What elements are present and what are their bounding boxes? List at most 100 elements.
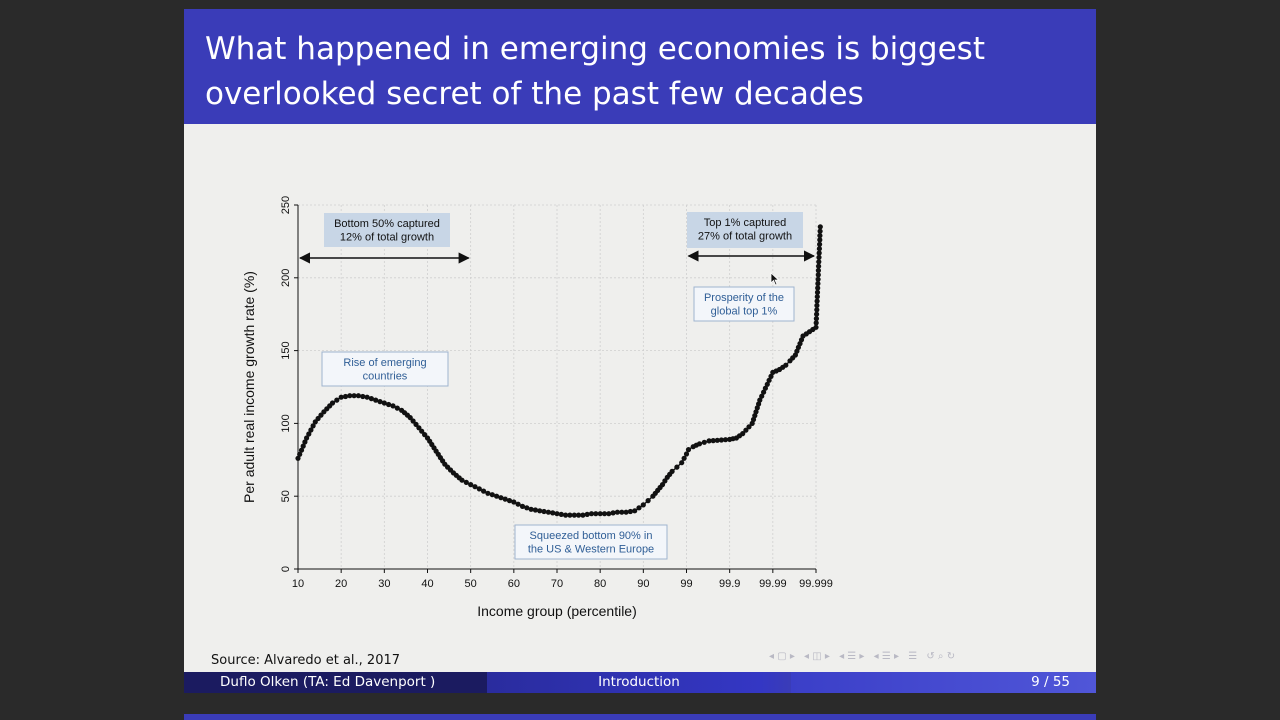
y-tick-label: 200 [280,269,292,287]
data-point [710,438,716,444]
nav-prev-frame-icon[interactable]: ◂ ▢ ▸ [769,651,795,662]
data-point [472,484,478,490]
data-point [814,298,820,304]
nav-search-icon[interactable]: ↺ ⌕ ↻ [926,651,956,662]
data-point [377,399,383,405]
slide-title-line-1: What happened in emerging economies is b… [205,31,985,67]
x-tick-label: 30 [378,578,390,590]
x-tick-label: 50 [465,578,477,590]
x-tick-label: 99.999 [799,578,833,590]
data-point [768,373,774,379]
data-point [685,447,692,453]
data-point [813,324,819,330]
data-point [764,381,770,387]
data-point [519,503,526,509]
nav-section-icon[interactable]: ◂ ☰ ▸ [839,651,865,662]
data-point [815,272,821,278]
data-point [563,512,569,518]
annotation-prosperity-text: Prosperity of the [704,292,784,304]
data-point [669,468,675,474]
annotation-bottom-50-text: 12% of total growth [340,232,434,244]
data-point [632,508,638,514]
annotation-squeezed-box [514,524,668,560]
data-point [550,510,556,516]
data-point [750,416,757,423]
data-point [659,482,666,488]
data-point [297,451,303,457]
data-point [743,427,749,433]
data-point [813,320,819,326]
data-point [817,228,823,234]
data-point [681,455,687,461]
data-point [468,482,474,488]
data-point [528,506,534,512]
data-point [588,511,595,517]
data-point [683,451,690,457]
data-point [355,393,361,399]
data-point [306,431,312,437]
annotation-prosperity-box [693,286,795,322]
data-point [481,488,487,494]
beamer-navigation[interactable]: ◂ ▢ ▸ ◂ ◫ ▸ ◂ ☰ ▸ ◂ ☰ ▸ ☰ ↺ ⌕ ↻ [769,651,1089,665]
data-point [489,492,495,498]
data-point [558,511,564,517]
data-point [511,499,517,505]
annotation-emerging-box [321,351,449,387]
x-tick-label: 90 [637,578,649,590]
data-point [815,267,822,274]
nav-slide-icon[interactable]: ◂ ☰ ▸ [873,651,900,662]
data-point [524,505,530,511]
data-point [584,511,590,517]
data-point [816,254,822,260]
data-point [627,508,633,515]
data-point [701,439,707,445]
nav-align-icon[interactable]: ☰ [908,651,918,662]
x-tick-label: 99.99 [759,578,787,590]
data-point [623,509,629,515]
footer: Duflo Olken (TA: Ed Davenport ) Introduc… [184,672,1096,693]
data-point [390,403,396,409]
footer-left-panel: Duflo Olken (TA: Ed Davenport ) [184,672,487,693]
annotation-top-1-text: 27% of total growth [698,231,792,243]
data-point [515,501,521,507]
data-point [762,385,769,391]
data-point [606,511,612,517]
data-point [640,502,646,508]
data-point [817,233,823,239]
data-point [422,432,428,438]
data-point [347,393,353,399]
data-point [329,400,336,406]
y-axis-title: Per adult real income growth rate (%) [241,271,257,503]
data-point [753,409,759,415]
data-point [334,397,340,403]
series-growth-curve [295,224,823,518]
data-point [360,393,366,400]
data-point [298,447,305,453]
data-point [740,431,746,437]
data-point [410,418,416,424]
footer-section: Introduction [598,674,680,690]
data-point [537,508,543,514]
data-point [342,393,349,400]
data-point [364,394,370,400]
data-point [407,415,413,421]
data-point [714,437,720,443]
data-point [304,435,310,441]
data-point [532,507,538,513]
data-point [815,276,821,282]
data-point [506,498,513,504]
x-tick-label: 40 [421,578,433,590]
nav-subsection-icon[interactable]: ◂ ◫ ▸ [804,651,830,662]
data-point [394,405,400,411]
data-point [813,316,820,322]
x-axis-title: Income group (percentile) [477,603,637,619]
data-point [545,509,551,515]
data-point [494,493,500,499]
data-point [679,460,685,466]
data-point [746,424,752,430]
data-point [381,400,387,406]
data-point [722,437,729,443]
data-point [571,512,577,518]
